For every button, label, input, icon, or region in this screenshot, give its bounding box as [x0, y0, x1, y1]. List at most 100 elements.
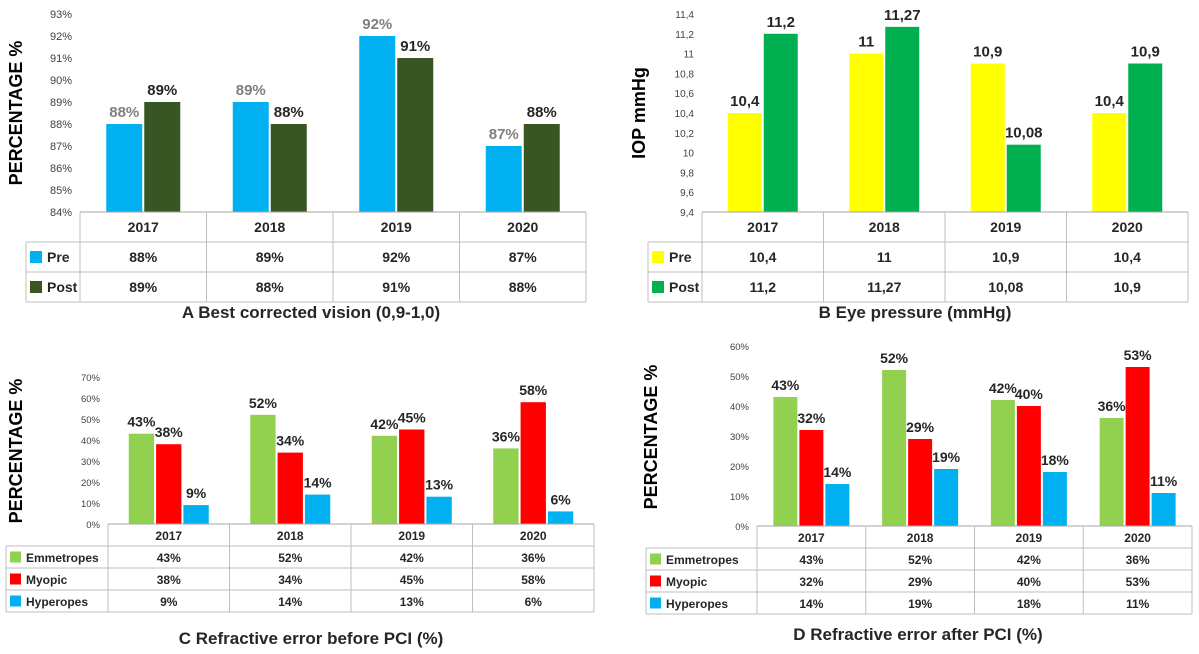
- bar: [1092, 113, 1127, 212]
- data-label: 91%: [400, 38, 430, 55]
- bar: [304, 494, 331, 524]
- y-tick-label: 90%: [50, 75, 72, 87]
- table-cell: 88%: [509, 279, 538, 295]
- chart-caption: C Refractive error before PCI (%): [179, 629, 444, 648]
- y-tick-label: 10%: [81, 499, 101, 510]
- table-cell: 14%: [799, 597, 823, 611]
- table-cell: 9%: [160, 595, 178, 609]
- table-cell: 53%: [1126, 575, 1150, 589]
- table-cell: 11%: [1126, 597, 1150, 611]
- bar: [144, 102, 181, 212]
- bar: [371, 435, 398, 524]
- bar: [799, 430, 824, 526]
- y-tick-label: 93%: [50, 9, 72, 21]
- bar: [520, 402, 546, 524]
- x-category-label: 2018: [277, 529, 304, 543]
- y-tick-label: 40%: [730, 402, 750, 413]
- y-tick-label: 10,6: [675, 89, 695, 100]
- bar: [773, 397, 798, 526]
- bar: [934, 469, 959, 526]
- legend-swatch: [10, 573, 21, 585]
- x-category-label: 2020: [1124, 531, 1151, 545]
- chart-caption: A Best corrected vision (0,9-1,0): [182, 303, 440, 322]
- table-cell: 11: [877, 249, 892, 265]
- y-tick-label: 9,8: [680, 168, 694, 179]
- table-cell: 52%: [278, 551, 302, 565]
- legend-label: Post: [47, 279, 78, 295]
- chart-panel-d: 0% 10% 20% 30% 40% 50% 60% 43% 32% 14% 52% 29% 19% 42…: [641, 342, 1193, 644]
- table-cell: 89%: [129, 279, 158, 295]
- x-category-label: 2018: [907, 531, 934, 545]
- y-tick-label: 10,2: [675, 129, 695, 140]
- bar: [908, 439, 933, 526]
- data-label: 9%: [186, 485, 207, 501]
- y-tick-label: 60%: [81, 394, 101, 405]
- bar: [128, 433, 155, 524]
- data-label: 10,9: [973, 44, 1002, 61]
- table-cell: 10,4: [1114, 249, 1141, 265]
- x-category-label: 2020: [507, 219, 538, 235]
- y-tick-label: 86%: [50, 163, 72, 175]
- y-tick-label: 0%: [735, 522, 749, 533]
- data-label: 11,27: [884, 7, 921, 24]
- data-label: 45%: [398, 410, 427, 426]
- data-label: 36%: [492, 428, 521, 444]
- table-cell: 10,9: [992, 249, 1019, 265]
- y-tick-label: 10: [683, 149, 695, 160]
- y-tick-label: 0%: [86, 520, 100, 531]
- data-label: 32%: [797, 410, 826, 426]
- table-cell: 43%: [799, 553, 823, 567]
- y-axis-title: PERCENTAGE %: [6, 41, 26, 186]
- legend-label: Pre: [669, 249, 692, 265]
- legend-swatch: [650, 597, 661, 609]
- data-label: 34%: [276, 433, 305, 449]
- legend-swatch: [650, 553, 661, 565]
- bar: [232, 102, 269, 212]
- y-tick-label: 20%: [730, 462, 750, 473]
- data-label: 42%: [989, 380, 1018, 396]
- y-tick-label: 20%: [81, 478, 101, 489]
- data-label: 88%: [274, 104, 304, 121]
- y-tick-label: 11,4: [675, 10, 694, 21]
- bar: [397, 58, 434, 212]
- table-cell: 10,4: [749, 249, 776, 265]
- data-label: 58%: [519, 382, 548, 398]
- y-tick-label: 10,4: [675, 109, 695, 120]
- x-category-label: 2020: [1112, 219, 1143, 235]
- bar: [849, 53, 884, 212]
- x-category-label: 2018: [869, 219, 900, 235]
- data-table-grid: [645, 525, 1193, 615]
- bar: [1125, 367, 1150, 526]
- table-cell: 42%: [1017, 553, 1041, 567]
- bar: [359, 36, 396, 212]
- x-category-label: 2019: [1016, 531, 1043, 545]
- table-cell: 13%: [400, 595, 424, 609]
- x-category-label: 2017: [128, 219, 159, 235]
- bar: [523, 124, 560, 212]
- legend-swatch: [650, 575, 661, 587]
- data-label: 14%: [823, 464, 852, 480]
- data-label: 92%: [362, 16, 392, 33]
- table-cell: 88%: [129, 249, 158, 265]
- data-label: 14%: [304, 475, 333, 491]
- table-cell: 42%: [400, 551, 424, 565]
- data-label: 43%: [771, 377, 800, 393]
- legend-swatch: [10, 595, 21, 607]
- data-label: 11%: [1150, 473, 1178, 489]
- table-cell: 10,9: [1114, 279, 1141, 295]
- table-cell: 58%: [521, 573, 545, 587]
- y-tick-label: 70%: [81, 373, 101, 384]
- bar: [106, 124, 143, 212]
- table-cell: 6%: [525, 595, 543, 609]
- data-label: 13%: [425, 477, 454, 493]
- table-cell: 89%: [256, 249, 285, 265]
- table-cell: 52%: [908, 553, 932, 567]
- data-label: 38%: [155, 424, 184, 440]
- table-cell: 14%: [278, 595, 302, 609]
- y-tick-label: 88%: [50, 119, 72, 131]
- data-label: 6%: [550, 491, 571, 507]
- y-tick-label: 11,2: [675, 30, 694, 41]
- y-axis-title: PERCENTAGE %: [6, 379, 26, 524]
- bar: [1128, 63, 1163, 212]
